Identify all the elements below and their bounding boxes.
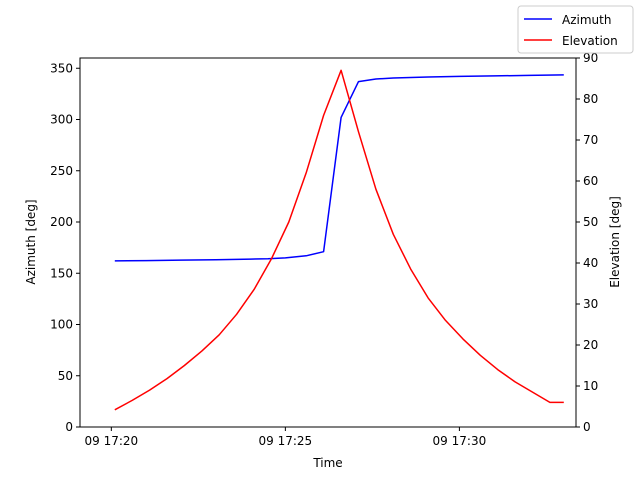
right-y-tick-label: 80 xyxy=(583,92,598,106)
plot-frame xyxy=(79,57,577,428)
x-tick-label: 09 17:30 xyxy=(433,434,487,448)
series-layer xyxy=(114,69,564,411)
left-y-tick-label: 50 xyxy=(58,369,73,383)
x-axis-label: Time xyxy=(312,456,342,470)
left-y-axis-label: Azimuth [deg] xyxy=(24,199,38,284)
left-y-tick-label: 150 xyxy=(50,266,73,280)
left-y-tick-label: 350 xyxy=(50,61,73,75)
series-line-azimuth xyxy=(114,74,564,262)
x-axis: 09 17:20 09 17:25 09 17:30 xyxy=(84,427,486,448)
left-y-tick-label: 200 xyxy=(50,215,73,229)
right-y-tick-label: 60 xyxy=(583,174,598,188)
series-line-elevation xyxy=(114,69,564,411)
right-y-axis-label: Elevation [deg] xyxy=(608,196,622,288)
x-tick-label: 09 17:25 xyxy=(259,434,313,448)
left-y-tick-label: 300 xyxy=(50,113,73,127)
right-y-tick-label: 10 xyxy=(583,379,598,393)
right-y-tick-label: 90 xyxy=(583,51,598,65)
right-y-tick-label: 0 xyxy=(583,420,591,434)
left-y-axis: 0 50 100 150 200 250 300 350 xyxy=(50,61,80,434)
right-y-tick-label: 70 xyxy=(583,133,598,147)
left-y-tick-label: 0 xyxy=(65,420,73,434)
legend-label-azimuth: Azimuth xyxy=(562,13,611,27)
legend-label-elevation: Elevation xyxy=(562,34,618,48)
x-tick-label: 09 17:20 xyxy=(84,434,138,448)
right-y-tick-label: 20 xyxy=(583,338,598,352)
right-y-tick-label: 50 xyxy=(583,215,598,229)
left-y-tick-label: 250 xyxy=(50,164,73,178)
legend: Azimuth Elevation xyxy=(517,5,634,54)
right-y-tick-label: 30 xyxy=(583,297,598,311)
left-y-tick-label: 100 xyxy=(50,318,73,332)
legend-frame xyxy=(517,5,634,54)
right-y-axis: 0 10 20 30 40 50 60 70 80 90 xyxy=(576,51,598,434)
right-y-tick-label: 40 xyxy=(583,256,598,270)
